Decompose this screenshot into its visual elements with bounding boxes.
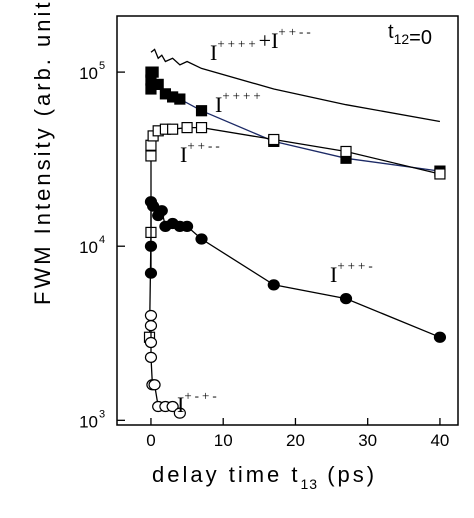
annotation: I++-- [180, 138, 223, 167]
annotation-sup: +-+- [184, 388, 219, 403]
y-axis-label: FWM Intensity (arb. unit [30, 0, 55, 305]
marker [173, 407, 186, 419]
plot-frame [116, 15, 459, 426]
annotation-sup: ++-- [187, 138, 222, 153]
annotation-text: t [388, 21, 394, 43]
y-tick-label: 10 [79, 238, 98, 257]
marker [195, 233, 208, 245]
marker [155, 205, 168, 217]
y-tick-exponent: 3 [99, 408, 105, 420]
marker [433, 331, 447, 343]
annotation-sub: 12 [394, 31, 410, 47]
marker [174, 93, 186, 105]
annotation-text: I [210, 40, 217, 65]
annotation-text: I [330, 262, 337, 287]
marker [144, 351, 158, 363]
marker [144, 309, 158, 322]
x-axis-label-after: (ps) [318, 462, 377, 487]
marker [195, 122, 208, 134]
series-line [150, 48, 441, 123]
annotation: I+-+- [177, 388, 220, 417]
marker [181, 122, 193, 134]
annotation-text: I [215, 92, 222, 117]
marker [145, 139, 157, 151]
x-tick-label: 40 [430, 431, 449, 450]
series-line [150, 71, 440, 172]
x-tick-label: 0 [146, 431, 155, 450]
annotation-sup: +++- [337, 258, 375, 273]
annotation-text: =0 [409, 27, 432, 49]
marker [144, 267, 158, 279]
marker [434, 168, 446, 180]
marker [152, 78, 164, 90]
x-axis-label: delay time t13 (ps) [152, 462, 377, 492]
marker [339, 293, 353, 305]
marker [148, 379, 161, 391]
marker [195, 105, 208, 117]
x-axis-label-text: delay time t [152, 462, 301, 487]
x-tick-label: 30 [358, 431, 377, 450]
marker [147, 66, 159, 78]
annotation: I++++ [215, 88, 264, 117]
series-line [150, 315, 181, 414]
series-line [150, 201, 441, 338]
y-tick-exponent: 4 [99, 234, 105, 246]
marker [144, 336, 158, 349]
marker [166, 400, 179, 413]
annotation-text: I [177, 392, 184, 417]
marker [180, 220, 194, 232]
annotation: t12=0 [388, 21, 432, 49]
y-tick-exponent: 5 [99, 60, 105, 72]
marker [268, 133, 280, 146]
x-axis-label-sub: 13 [301, 476, 319, 492]
annotation-sup: ++++ [217, 36, 258, 51]
marker [167, 123, 179, 135]
annotation-sup: ++++ [222, 88, 263, 103]
annotation: I+++++I++-- [210, 24, 314, 65]
y-tick-label: 10 [79, 64, 98, 83]
annotation: I+++- [330, 258, 376, 287]
marker [144, 240, 158, 252]
x-tick-label: 20 [286, 431, 305, 450]
annotation-text: +I [259, 28, 279, 53]
annotation-text: I [180, 142, 187, 167]
marker [340, 145, 352, 158]
marker [267, 279, 280, 291]
marker [144, 319, 158, 332]
y-tick-label: 10 [79, 412, 98, 431]
marker [145, 150, 157, 162]
annotation-sup: ++-- [278, 24, 313, 39]
x-tick-label: 10 [214, 431, 233, 450]
